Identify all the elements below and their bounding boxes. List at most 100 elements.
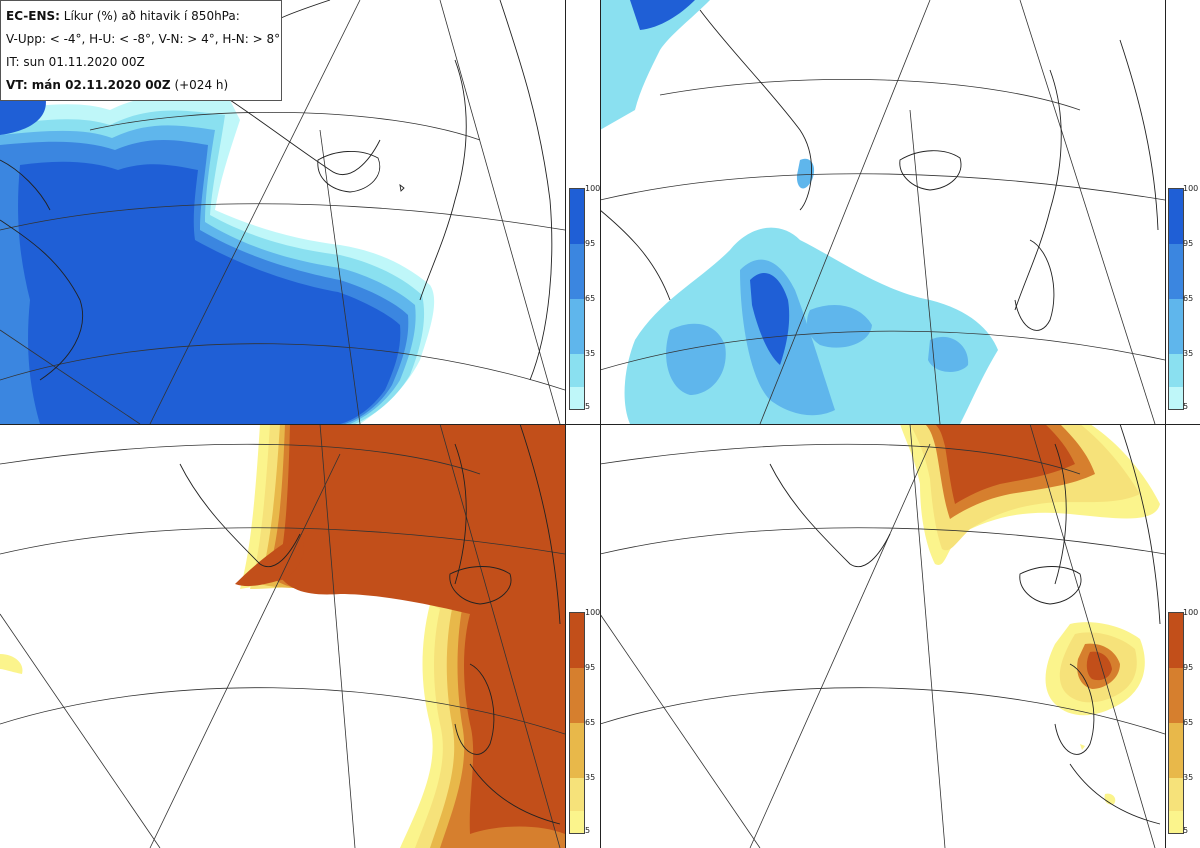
- colorbar-tick: 65: [1183, 294, 1194, 303]
- latitude-line: [89, 111, 481, 141]
- valid-time: VT: mán 02.11.2020 00Z: [6, 78, 171, 92]
- colorbar-tick: 65: [1183, 718, 1194, 727]
- colorbar-tick: 100: [585, 608, 601, 617]
- longitude-line: [1029, 424, 1156, 848]
- coastline-iceland: [317, 150, 381, 193]
- panel-divider-vertical: [565, 0, 566, 848]
- colorbar-tick: 5: [585, 826, 591, 835]
- prob-field-small: [796, 158, 815, 189]
- colorbar-tick: 100: [1183, 184, 1199, 193]
- longitude-line: [0, 329, 141, 424]
- colorbar-tick: 65: [585, 718, 596, 727]
- colorbar-tick: 95: [1183, 239, 1194, 248]
- colorbar-tick: 95: [585, 239, 596, 248]
- coastline-scandinavia: [499, 0, 553, 381]
- longitude-line: [909, 424, 946, 848]
- coastline-europe: [1069, 763, 1161, 825]
- longitude-line: [1019, 0, 1156, 424]
- coastline-iceland: [1019, 566, 1082, 605]
- prob-field-high: [750, 272, 790, 365]
- colorbar-cold: [569, 188, 585, 410]
- longitude-line: [600, 613, 761, 848]
- product-description: Líkur (%) að hitavik í 850hPa:: [63, 9, 240, 23]
- coastline-faroe: [399, 183, 405, 192]
- colorbar-tick: 95: [1183, 663, 1194, 672]
- colorbar-tick: 35: [585, 349, 596, 358]
- model-name: EC-ENS:: [6, 9, 60, 23]
- coastline-iceland: [449, 566, 512, 605]
- latitude-line: [0, 443, 481, 475]
- prob-field-max: [18, 161, 401, 424]
- prob-field-mid: [666, 259, 969, 416]
- map-panel-bottom-right: [600, 424, 1165, 848]
- colorbar-tick: 5: [1183, 826, 1189, 835]
- prob-field-max: [935, 424, 1112, 681]
- lead-time: (+024 h): [174, 78, 229, 92]
- coastline-norway: [419, 59, 467, 301]
- latitude-line: [600, 330, 1165, 371]
- longitude-line: [319, 424, 356, 848]
- colorbar-warm-labels: 100 95 65 35 5: [585, 608, 601, 838]
- prob-field-corner: [0, 95, 46, 135]
- latitude-line: [0, 527, 565, 555]
- coastline-europe: [469, 763, 561, 825]
- latitude-line: [600, 443, 1081, 475]
- coastline-greenland: [179, 463, 301, 568]
- threshold-legend: V-Upp: < -4°, H-U: < -8°, V-N: > 4°, H-N…: [6, 32, 281, 46]
- init-time: IT: sun 01.11.2020 00Z: [6, 55, 145, 69]
- map-panel-top-right: [600, 0, 1165, 424]
- coastline-scandinavia: [1119, 39, 1159, 231]
- longitude-line: [439, 0, 561, 424]
- panel-divider-vertical: [1165, 0, 1166, 848]
- latitude-line: [600, 687, 1165, 735]
- colorbar-warm-2: [1168, 612, 1184, 834]
- coastline-norway: [1014, 69, 1062, 311]
- coastline-greenland: [769, 463, 891, 568]
- colorbar-tick: 65: [585, 294, 596, 303]
- coastline-scandinavia: [1119, 424, 1161, 625]
- map-info-box: EC-ENS: Líkur (%) að hitavik í 850hPa: V…: [0, 0, 282, 101]
- colorbar-warm-2-labels: 100 95 65 35 5: [1183, 608, 1199, 838]
- longitude-line: [439, 424, 561, 848]
- coastline-norway: [454, 443, 467, 585]
- prob-field-greenland-spur: [235, 534, 305, 587]
- prob-field-corner-high: [630, 0, 695, 30]
- latitude-line: [0, 343, 565, 391]
- latitude-line: [600, 527, 1165, 555]
- longitude-line: [319, 129, 361, 424]
- colorbar-tick: 100: [585, 184, 601, 193]
- coastline-greenland: [699, 9, 812, 211]
- prob-field-max: [278, 424, 565, 834]
- colorbar-cold-2-labels: 100 95 65 35 5: [1183, 184, 1199, 414]
- colorbar-tick: 35: [585, 773, 596, 782]
- prob-field-small: [0, 654, 23, 674]
- coastline-uk: [1014, 239, 1055, 331]
- coastline-baffin: [0, 159, 51, 211]
- coastline-uk: [1054, 663, 1095, 755]
- longitude-line: [749, 443, 931, 848]
- prob-field-corner: [600, 0, 710, 130]
- map-panel-top-left: [0, 0, 565, 424]
- prob-field-small: [1080, 744, 1116, 805]
- longitude-line: [909, 109, 941, 424]
- coastline-norway: [1054, 443, 1067, 585]
- coastline-greenland-east: [229, 99, 381, 176]
- colorbar-warm: [569, 612, 585, 834]
- latitude-line: [0, 203, 565, 231]
- longitude-line: [149, 0, 361, 424]
- colorbar-cold-2: [1168, 188, 1184, 410]
- coastline-canada: [600, 209, 671, 301]
- coastline-iceland: [899, 150, 962, 191]
- longitude-line: [149, 453, 341, 848]
- longitude-line: [759, 0, 931, 424]
- panel-divider-vertical: [600, 0, 601, 848]
- map-panel-bottom-left: [0, 424, 565, 848]
- colorbar-tick: 5: [585, 402, 591, 411]
- latitude-line: [659, 78, 1081, 111]
- colorbar-tick: 35: [1183, 773, 1194, 782]
- latitude-line: [600, 173, 1165, 201]
- colorbar-tick: 100: [1183, 608, 1199, 617]
- coastline-canada: [0, 219, 84, 381]
- colorbar-tick: 5: [1183, 402, 1189, 411]
- coastline-scandinavia: [519, 424, 561, 625]
